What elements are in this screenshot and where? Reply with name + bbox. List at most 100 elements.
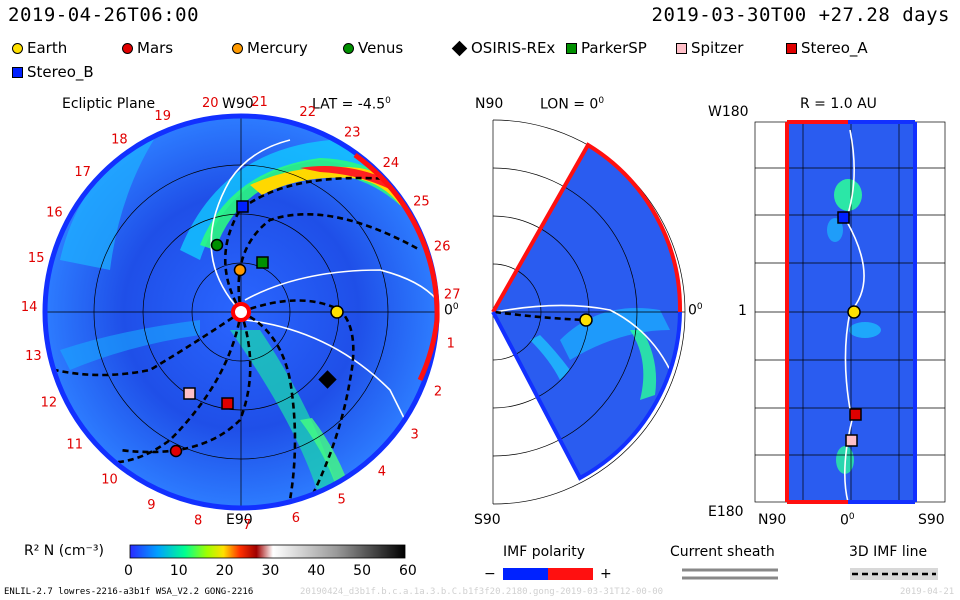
radial-x-left: N90 [758, 512, 787, 528]
mars-marker [169, 444, 183, 458]
legend-spitzer: Spitzer [676, 39, 743, 57]
x-mid-degree: 0 [848, 512, 855, 522]
radial-spitzer-marker [845, 434, 858, 447]
mer-right-degree: 0 [696, 302, 703, 312]
legend-label: ParkerSP [581, 39, 647, 57]
colorbar-tick-label: 60 [399, 563, 417, 579]
meridional-earth-marker [579, 313, 593, 327]
meridional-blue-rim [491, 311, 682, 481]
ecliptic-bottom-label: E90 [226, 512, 253, 528]
right-label-text: 0 [444, 302, 453, 319]
legend-parkersp: ParkerSP [566, 39, 647, 57]
meridional-plot [491, 119, 686, 505]
meridional-right-label: 00 [688, 302, 703, 319]
day-tick-label: 8 [194, 514, 202, 529]
day-tick-label: 25 [413, 195, 430, 210]
day-tick-label: 9 [147, 498, 155, 513]
colorbar-tick-label: 40 [307, 563, 326, 579]
legend-mercury: Mercury [232, 39, 308, 57]
mercury-marker [233, 263, 247, 277]
footer-right-info: 2019-04-21 [900, 587, 955, 597]
earth-marker [330, 305, 344, 319]
day-tick-label: 19 [154, 109, 171, 124]
day-tick-label: 13 [25, 349, 42, 364]
legend-label: Stereo_B [27, 63, 94, 81]
legend-label: Mercury [247, 39, 308, 57]
venus-marker-icon [343, 42, 354, 54]
day-tick-label: 10 [101, 472, 118, 487]
day-tick-label: 7 [243, 518, 251, 533]
radial-plot [754, 120, 946, 504]
radial-bottom-label: E180 [708, 504, 744, 520]
mercury-marker-icon [232, 42, 243, 54]
radial-mid-label: 1 [738, 303, 747, 319]
stereo-b-marker-icon [12, 66, 23, 78]
sun-icon [231, 302, 251, 322]
day-tick-label: 16 [46, 205, 63, 220]
day-tick-label: 18 [111, 132, 128, 147]
day-tick-label: 26 [434, 239, 451, 254]
current-sheath-label: Current sheath [670, 544, 775, 560]
legend-label: Stereo_A [801, 39, 868, 57]
colorbar-tick-label: 0 [124, 563, 133, 579]
meridional-red-rim [491, 142, 683, 313]
legend-stereo-b: Stereo_B [12, 63, 94, 81]
day-tick-label: 20 [202, 96, 219, 111]
imf-negative-swatch [503, 568, 548, 580]
colorbar-tick-label: 30 [261, 563, 280, 579]
legend-venus: Venus [343, 39, 403, 57]
timestamp: 2019-04-26T06:00 [8, 4, 200, 26]
legend-osiris-rex: OSIRIS-REx [451, 39, 555, 57]
radial-stereo-a-marker [849, 408, 862, 421]
day-tick-label: 24 [383, 156, 400, 171]
earth-marker-icon [12, 42, 23, 54]
colorbar-tick-label: 50 [353, 563, 371, 579]
x-mid-text: 0 [840, 512, 849, 529]
ecliptic-lat-label: LAT = -4.50 [312, 96, 391, 113]
day-tick-label: 12 [41, 396, 58, 411]
imf-minus: − [484, 566, 496, 582]
day-tick-label: 27 [444, 288, 461, 303]
legend-earth: Earth [12, 39, 67, 57]
radial-stereo-b-marker [837, 211, 850, 224]
day-tick-label: 15 [28, 251, 45, 266]
day-tick-label: 21 [251, 95, 268, 110]
mars-marker-icon [122, 42, 133, 54]
footer-model-info: ENLIL-2.7 lowres-2216-a3b1f WSA_V2.2 GON… [4, 587, 254, 597]
day-tick-label: 14 [21, 300, 38, 315]
legend-label: Earth [27, 39, 68, 57]
day-tick-label: 11 [66, 438, 83, 453]
radial-top-label: W180 [708, 104, 749, 120]
imf-plus: + [600, 566, 612, 582]
ecliptic-top-label: W90 [222, 96, 254, 112]
legend-stereo-a: Stereo_A [786, 39, 868, 57]
radial-x-mid: 00 [840, 512, 855, 529]
colorbar [129, 544, 406, 559]
stereo-a-marker-icon [786, 42, 797, 54]
legend-label: Mars [137, 39, 174, 57]
day-tick-label: 1 [447, 337, 455, 352]
day-tick-label: 6 [292, 511, 300, 526]
legend-label: Spitzer [691, 39, 744, 57]
lon-text: LON = 0 [540, 96, 599, 113]
meridional-lon-label: LON = 00 [540, 96, 604, 113]
lon-degree: 0 [598, 96, 605, 106]
parkersp-marker-icon [566, 42, 577, 54]
lat-text: LAT = -4.5 [312, 96, 386, 113]
right-label-degree: 0 [452, 302, 459, 312]
imf-positive-swatch [548, 568, 593, 580]
imf-line-label: 3D IMF line [849, 544, 928, 560]
run-info: 2019-03-30T00 +27.28 days [651, 4, 950, 26]
lat-degree: 0 [385, 96, 391, 106]
legend-label: Venus [358, 39, 404, 57]
ecliptic-polarity-arc [353, 152, 440, 382]
meridional-bottom-label: S90 [474, 512, 501, 528]
day-tick-label: 4 [378, 464, 386, 479]
ecliptic-right-label: 00 [444, 302, 459, 319]
meridional-wedge [493, 145, 681, 478]
ecliptic-title: Ecliptic Plane [62, 96, 156, 112]
meridional-top-label: N90 [475, 96, 504, 112]
legend-mars: Mars [122, 39, 173, 57]
